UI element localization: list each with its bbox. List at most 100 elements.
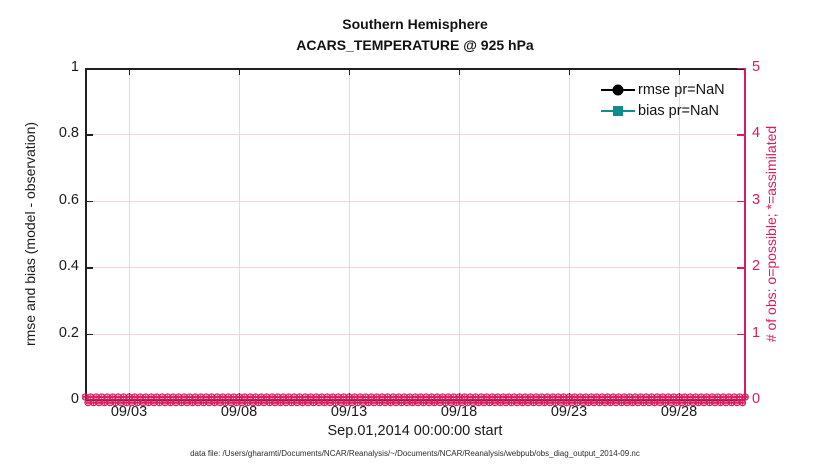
obs-marker <box>216 398 224 407</box>
x-tick-label: 09/13 <box>330 404 368 420</box>
obs-marker <box>235 393 243 401</box>
gridline-horizontal <box>86 267 744 269</box>
obs-marker <box>609 393 617 401</box>
obs-marker <box>224 393 232 401</box>
obs-marker <box>175 393 183 401</box>
obs-marker <box>444 393 452 401</box>
obs-marker <box>298 398 307 407</box>
obs-marker <box>260 398 268 407</box>
obs-marker <box>518 398 527 407</box>
left-tick-label: 0.4 <box>58 258 79 275</box>
obs-marker <box>243 398 252 407</box>
left-tick-label: 0.6 <box>58 191 79 208</box>
obs-marker <box>741 393 749 401</box>
obs-marker <box>230 393 238 401</box>
obs-marker <box>571 393 579 401</box>
obs-marker <box>202 393 210 401</box>
left-axis-label: rmse and bias (model - observation) <box>22 121 38 347</box>
obs-marker <box>524 398 532 407</box>
x-tick-label: 09/03 <box>110 404 148 420</box>
gridline-vertical <box>459 68 460 400</box>
gridline-vertical <box>569 68 570 400</box>
obs-marker <box>727 398 736 407</box>
gridline-vertical <box>679 68 680 400</box>
obs-marker <box>296 393 304 401</box>
obs-marker <box>551 398 560 407</box>
left-tick-label: 0 <box>70 391 79 407</box>
obs-marker <box>279 393 287 401</box>
obs-marker <box>301 393 309 401</box>
obs-marker <box>351 393 359 401</box>
obs-marker <box>441 398 450 407</box>
obs-marker <box>631 393 639 401</box>
right-tick-label: 2 <box>752 258 761 275</box>
axis-right <box>744 68 746 400</box>
obs-marker <box>169 393 177 401</box>
tick-left <box>86 333 93 335</box>
obs-marker <box>329 393 337 401</box>
tick-top <box>349 68 351 75</box>
obs-marker <box>683 398 692 407</box>
obs-marker <box>246 393 254 401</box>
obs-marker <box>323 393 331 401</box>
obs-marker <box>95 398 103 407</box>
left-tick-label: 0.8 <box>58 125 79 142</box>
gridline-horizontal <box>86 200 744 202</box>
gridline-vertical <box>129 68 130 400</box>
x-axis-label: Sep.01,2014 00:00:00 start <box>327 423 503 439</box>
obs-marker <box>573 398 582 407</box>
obs-marker <box>458 398 466 407</box>
obs-marker <box>254 398 263 407</box>
obs-marker <box>249 398 257 407</box>
obs-marker <box>232 398 241 407</box>
tick-left <box>86 200 93 203</box>
obs-marker <box>417 393 425 401</box>
obs-marker <box>87 393 95 401</box>
gridline-horizontal <box>86 134 744 136</box>
obs-marker <box>499 393 507 401</box>
right-axis-label: # of obs: o=possible; *=assimilated <box>763 125 779 343</box>
obs-marker <box>177 398 186 407</box>
obs-marker <box>433 393 441 401</box>
tick-top <box>129 68 131 75</box>
obs-marker <box>265 398 274 407</box>
tick-top <box>569 68 571 75</box>
obs-marker <box>271 398 279 407</box>
obs-marker <box>293 398 301 407</box>
obs-marker <box>290 393 298 401</box>
obs-marker <box>414 398 422 407</box>
gridline-vertical <box>239 68 240 400</box>
chart-title-line2: ACARS_TEMPERATURE @ 925 hPa <box>296 37 534 53</box>
tick-top <box>239 68 241 75</box>
obs-marker <box>318 393 326 401</box>
obs-marker <box>320 398 329 407</box>
obs-marker <box>197 393 205 401</box>
obs-marker <box>309 398 318 407</box>
tick-top <box>459 68 461 75</box>
obs-marker <box>562 398 571 407</box>
obs-marker <box>450 393 458 401</box>
obs-marker <box>326 398 334 407</box>
obs-marker <box>540 398 549 407</box>
obs-marker <box>139 398 147 407</box>
obs-marker <box>180 393 188 401</box>
obs-marker <box>276 398 285 407</box>
legend-entry: rmse pr=NaN <box>601 79 725 100</box>
obs-marker <box>466 393 474 401</box>
left-tick-label: 1 <box>70 59 79 75</box>
obs-marker <box>238 398 246 407</box>
obs-marker <box>153 393 161 401</box>
tick-right <box>737 134 744 136</box>
obs-marker <box>106 398 114 407</box>
obs-marker <box>131 393 139 401</box>
obs-marker <box>315 398 323 407</box>
obs-marker <box>535 398 543 407</box>
obs-marker <box>227 398 235 407</box>
obs-marker <box>219 393 227 401</box>
x-tick-label: 09/28 <box>660 404 698 420</box>
obs-marker <box>584 398 593 407</box>
data-file-caption: data file: /Users/gharamti/Documents/NCA… <box>190 449 640 458</box>
gridline-horizontal <box>86 333 744 335</box>
axis-top <box>85 68 745 70</box>
